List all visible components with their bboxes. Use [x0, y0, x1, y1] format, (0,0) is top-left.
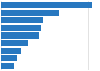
Bar	[1, 47, 21, 54]
Bar	[1, 55, 17, 61]
Bar	[1, 17, 43, 24]
Bar	[1, 63, 14, 69]
Bar	[1, 10, 59, 16]
Bar	[1, 25, 41, 31]
Bar	[1, 40, 28, 46]
Bar	[1, 2, 92, 8]
Bar	[1, 32, 39, 39]
